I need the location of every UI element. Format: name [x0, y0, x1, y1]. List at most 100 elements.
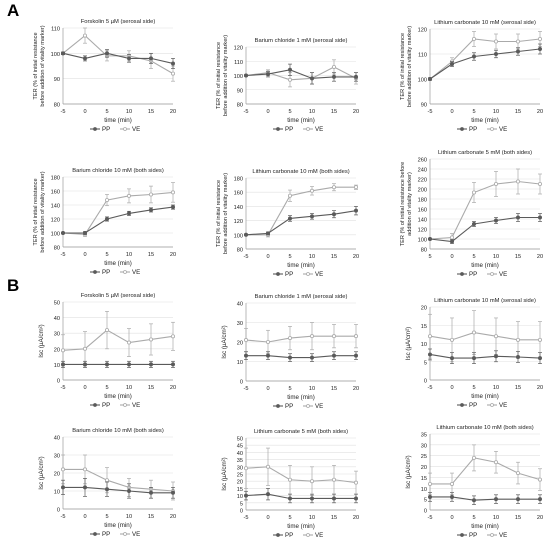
data-point	[170, 71, 175, 76]
y-axis-label: Isc (µA/cm²)	[221, 325, 228, 358]
legend-marker	[93, 403, 97, 407]
x-tick-label: 20	[537, 385, 543, 391]
y-tick-label: 40	[237, 451, 243, 457]
data-point	[471, 221, 476, 226]
y-tick-label: 90	[54, 77, 60, 83]
x-tick-label: 20	[537, 515, 543, 521]
series-line	[245, 66, 357, 81]
x-tick-label: 0	[266, 386, 269, 392]
chart-title: Barium chloride 1 mM (serosal side)	[255, 294, 348, 300]
legend-marker	[306, 533, 310, 537]
data-point	[471, 190, 476, 195]
legend-label: PP	[285, 532, 293, 538]
series-line	[430, 496, 540, 501]
x-axis-label: time (min)	[471, 117, 499, 124]
x-tick-label: 5	[105, 385, 108, 391]
y-tick-label: 35	[237, 458, 243, 464]
y-tick-label: 120	[418, 28, 427, 34]
y-tick-label: 80	[54, 246, 60, 252]
y-axis-label: TER (% of initial resistancebefore addit…	[216, 173, 229, 254]
data-point	[83, 56, 88, 61]
y-tick-label: 110	[418, 53, 427, 59]
legend-label: VE	[132, 269, 140, 276]
chart-title: Lithium carbonate 10 mM (both sides)	[436, 425, 533, 431]
data-point	[516, 49, 521, 54]
x-tick-label: 20	[353, 109, 359, 115]
y-axis-label-line: before addition of vitality marker)	[40, 171, 46, 252]
y-tick-label: 20	[237, 480, 243, 486]
x-tick-label: 5	[288, 109, 291, 115]
data-point	[148, 337, 153, 342]
x-tick-label: 0	[450, 515, 453, 521]
legend-label: PP	[285, 126, 293, 133]
y-tick-label: 80	[54, 103, 60, 109]
chart-title: Lithium carbonate 5 mM (both sides)	[438, 150, 532, 156]
series-line	[429, 48, 541, 80]
y-axis-label-line: before addition of vitality marker)	[40, 25, 46, 106]
series-line	[62, 34, 174, 75]
data-point	[493, 497, 498, 502]
data-point	[148, 192, 153, 197]
data-point	[105, 51, 110, 56]
series-VE	[427, 310, 543, 363]
y-tick-label: 20	[54, 347, 60, 353]
y-tick-label: 20	[54, 472, 60, 478]
x-tick-label: 15	[515, 254, 521, 260]
x-tick-label: -5	[61, 514, 66, 520]
data-point	[309, 479, 314, 484]
data-point	[148, 207, 153, 212]
x-tick-label: 5	[288, 254, 291, 260]
data-point	[309, 188, 314, 193]
x-tick-label: 10	[126, 109, 132, 115]
x-tick-label: 20	[353, 386, 359, 392]
x-tick-label: 0	[266, 109, 269, 115]
data-point	[449, 494, 454, 499]
data-point	[83, 485, 88, 490]
data-point	[170, 334, 175, 339]
data-point	[493, 218, 498, 223]
legend-marker	[123, 270, 127, 274]
data-point	[61, 348, 66, 353]
x-axis-label: time (min)	[104, 522, 132, 529]
data-point	[83, 346, 88, 351]
series-PP	[243, 206, 358, 237]
y-tick-label: 30	[237, 321, 243, 327]
x-tick-label: 5	[105, 514, 108, 520]
y-tick-label: 10	[54, 363, 60, 369]
x-axis-label: time (min)	[104, 117, 132, 124]
series-line	[429, 353, 541, 359]
y-tick-label: 180	[51, 176, 60, 182]
legend-marker	[93, 532, 97, 536]
data-point	[331, 353, 336, 358]
y-axis-label-line: TER (% of initial resistance before	[400, 162, 406, 247]
panel-label-a: A	[7, 1, 20, 20]
legend-marker	[276, 404, 280, 408]
data-point	[127, 362, 132, 367]
chart-1: 80 90 100 110 -5 0 5 10 15 20 Forskolin 5 µM (sero…	[33, 19, 176, 133]
data-point	[287, 477, 292, 482]
y-tick-label: 260	[418, 158, 427, 164]
y-tick-label: 10	[237, 494, 243, 500]
x-axis-label: time (min)	[471, 523, 499, 530]
data-point	[471, 455, 476, 460]
legend-marker	[123, 532, 127, 536]
data-point	[127, 56, 132, 61]
y-tick-label: 120	[418, 228, 427, 234]
y-tick-label: 0	[57, 379, 60, 385]
series-line	[245, 210, 357, 236]
data-point	[105, 362, 110, 367]
data-point	[331, 185, 336, 190]
y-tick-label: 20	[237, 341, 243, 347]
series-PP	[61, 360, 175, 368]
series-PP	[427, 43, 543, 82]
y-tick-label: 100	[418, 238, 427, 244]
legend-label: VE	[315, 532, 323, 538]
data-point	[493, 181, 498, 186]
data-point	[471, 37, 476, 42]
series-line	[63, 468, 174, 492]
y-tick-label: 80	[237, 103, 243, 109]
y-tick-label: 50	[54, 301, 60, 307]
series-VE	[61, 27, 175, 82]
